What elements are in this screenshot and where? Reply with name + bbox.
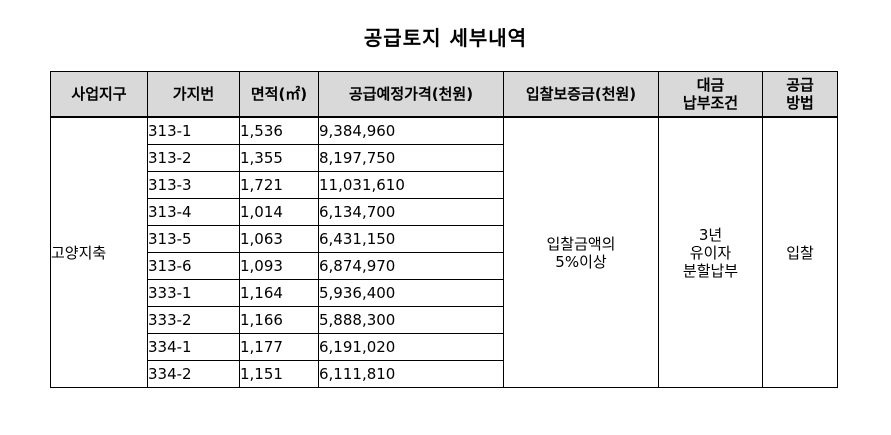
method-cell: 입찰 (762, 116, 838, 388)
area-cell: 1,093 (239, 252, 319, 280)
header-payment: 대금 납부조건 (658, 71, 763, 118)
price-cell: 6,874,970 (318, 252, 504, 280)
table-row: 313-6 1,093 6,874,970 (51, 252, 838, 280)
price-cell: 11,031,610 (318, 171, 504, 199)
price-cell: 6,111,810 (318, 360, 504, 388)
price-cell: 5,888,300 (318, 306, 504, 334)
lot-cell: 313-4 (147, 198, 240, 226)
header-method-line2: 방법 (786, 94, 814, 112)
deposit-cell: 입찰금액의 5%이상 (503, 116, 659, 388)
price-cell: 6,191,020 (318, 333, 504, 361)
lot-cell: 313-5 (147, 225, 240, 253)
price-cell: 9,384,960 (318, 116, 504, 145)
area-cell: 1,164 (239, 279, 319, 307)
area-cell: 1,536 (239, 116, 319, 145)
table-row: 313-2 1,355 8,197,750 (51, 144, 838, 172)
payment-cell: 3년 유이자 분할납부 (658, 116, 763, 388)
price-cell: 6,431,150 (318, 225, 504, 253)
table-row: 313-4 1,014 6,134,700 (51, 198, 838, 226)
deposit-line2: 5%이상 (555, 252, 607, 271)
lot-cell: 334-1 (147, 333, 240, 361)
header-price: 공급예정가격(천원) (318, 71, 504, 118)
page-title: 공급토지 세부내역 (363, 26, 528, 50)
payment-line3: 분할납부 (682, 261, 739, 280)
lot-cell: 333-1 (147, 279, 240, 307)
area-cell: 1,014 (239, 198, 319, 226)
header-district: 사업지구 (50, 71, 148, 118)
header-payment-line1: 대금 (696, 76, 725, 94)
area-cell: 1,166 (239, 306, 319, 334)
header-area: 면적(㎡) (239, 71, 319, 118)
lot-cell: 313-3 (147, 171, 240, 199)
table-row: 334-1 1,177 6,191,020 (51, 333, 838, 361)
lot-cell: 333-2 (147, 306, 240, 334)
area-cell: 1,355 (239, 144, 319, 172)
table-row: 334-2 1,151 6,111,810 (51, 360, 838, 388)
table-row: 고양지축 313-1 1,536 9,384,960 입찰금액의 5%이상 3년… (50, 116, 838, 388)
header-method: 공급 방법 (762, 71, 838, 118)
table-row: 333-2 1,166 5,888,300 (51, 306, 838, 334)
deposit-line1: 입찰금액의 (546, 234, 616, 253)
header-lot: 가지번 (147, 71, 240, 118)
table-row: 313-3 1,721 11,031,610 (51, 171, 838, 199)
lot-cell: 313-2 (147, 144, 240, 172)
district-cell: 고양지축 (50, 116, 148, 388)
table-header-row: 사업지구 가지번 면적(㎡) 공급예정가격(천원) 입찰보증금(천원) 대금 납… (50, 71, 838, 118)
area-cell: 1,177 (239, 333, 319, 361)
price-cell: 8,197,750 (318, 144, 504, 172)
lot-cell: 334-2 (147, 360, 240, 388)
lot-cell: 313-1 (147, 116, 240, 145)
area-cell: 1,151 (239, 360, 319, 388)
lot-cell: 313-6 (147, 252, 240, 280)
area-cell: 1,063 (239, 225, 319, 253)
payment-line1: 3년 (698, 225, 723, 244)
supply-land-table: 사업지구 가지번 면적(㎡) 공급예정가격(천원) 입찰보증금(천원) 대금 납… (50, 71, 838, 388)
price-cell: 5,936,400 (318, 279, 504, 307)
header-method-line1: 공급 (786, 76, 814, 94)
payment-line2: 유이자 (689, 243, 732, 262)
table-row: 313-5 1,063 6,431,150 (51, 225, 838, 253)
header-deposit: 입찰보증금(천원) (503, 71, 659, 118)
price-cell: 6,134,700 (318, 198, 504, 226)
header-payment-line2: 납부조건 (682, 94, 739, 112)
area-cell: 1,721 (239, 171, 319, 199)
